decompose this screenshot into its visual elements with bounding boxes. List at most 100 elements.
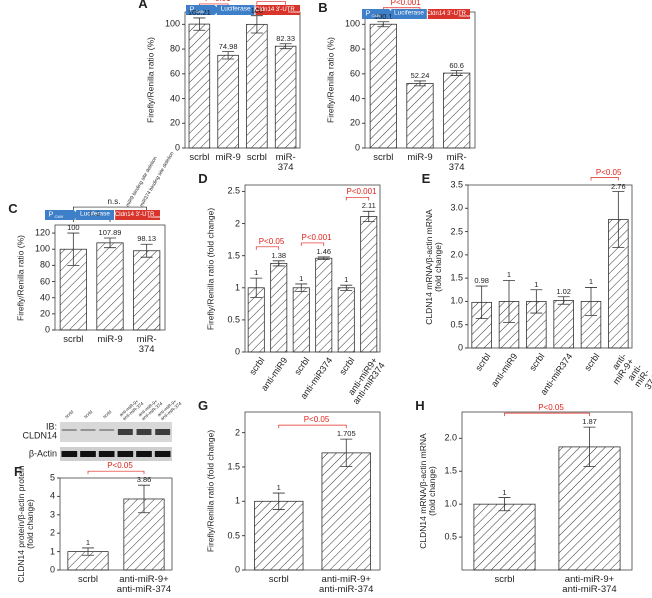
blot-cldn14: [60, 422, 172, 442]
panel-letter: H: [415, 398, 425, 414]
gene-label: Luciferase: [393, 9, 424, 17]
band: [136, 451, 152, 457]
error-bar: [193, 17, 206, 31]
y-tick-label: 1.5: [227, 461, 240, 472]
value-label: 1: [254, 268, 259, 278]
y-tick-label: 2: [234, 217, 240, 228]
error-bar: [279, 43, 292, 50]
bar: [96, 242, 124, 331]
promoter-arrow: [186, 5, 220, 15]
bar: [443, 72, 471, 149]
panel-letter: E: [421, 171, 431, 187]
value-label: 1.02: [556, 286, 571, 296]
significance-label: P<0.05: [258, 236, 285, 246]
x-tick-label: scrbl: [373, 152, 394, 163]
significance-label: P<0.05: [107, 460, 133, 470]
y-tick-label: 40: [349, 92, 360, 103]
error-bar: [530, 289, 543, 314]
luciferase-box: [216, 5, 255, 15]
utr-sub: mouse: [458, 12, 471, 18]
x-tick-label: miR-9: [407, 152, 433, 163]
value-label: 1: [506, 270, 512, 280]
y-tick-label: 60: [169, 68, 180, 79]
y-tick-label: 2.0: [444, 432, 457, 443]
bar: [133, 250, 161, 331]
plot-frame: [244, 411, 381, 571]
bar: [406, 83, 434, 149]
y-axis-label: Firefly/Renilla ratio (%): [15, 234, 26, 321]
bar: [558, 446, 621, 571]
y-tick-label: 20: [349, 117, 360, 128]
bar: [553, 300, 574, 349]
error-bar: [498, 497, 511, 512]
value-label: 1: [502, 487, 507, 497]
value-label: 1: [588, 277, 594, 287]
utr-box: [255, 5, 300, 15]
value-label: 2.76: [611, 181, 626, 191]
x-tick-label: anti-miR-9+ anti-miR-374: [116, 574, 172, 595]
y-tick-label: 0: [234, 564, 240, 575]
x-tick-label: scrbl: [494, 574, 515, 585]
x-tick-label: anti-miR-9+ anti-miR-374: [319, 574, 374, 595]
luciferase-box: [391, 9, 427, 19]
error-bar: [557, 296, 570, 305]
value-label: 107.89: [98, 228, 122, 238]
significance-label: P<0.01: [205, 0, 231, 3]
value-label: 1: [85, 537, 91, 547]
y-tick-label: 2.0: [450, 249, 463, 260]
bar: [315, 257, 333, 353]
utr-label: Cldn14 3'-UTR: [426, 10, 466, 17]
value-label: 1: [344, 275, 349, 285]
error-bar: [272, 492, 285, 510]
value-label: 3.86: [136, 475, 152, 485]
x-tick-label: miR- 374: [446, 152, 467, 173]
significance-bracket: [87, 470, 145, 475]
y-tick-label: 60: [39, 275, 50, 286]
significance-bracket: [504, 412, 590, 417]
significance-label: P<0.001: [301, 232, 332, 242]
x-tick-label: miR- 374: [136, 334, 157, 355]
value-label: 1: [534, 279, 539, 289]
error-bar: [138, 484, 150, 514]
significance-label: P<0.05: [303, 414, 330, 424]
x-tick-label: scrbl: [63, 334, 84, 345]
error-bar: [295, 283, 308, 293]
y-tick-label: 0: [234, 346, 240, 357]
value-label: 100: [250, 5, 264, 15]
y-tick-label: 0: [49, 564, 55, 575]
value-label: 100.1: [373, 11, 393, 21]
y-tick-label: 3.5: [450, 179, 463, 190]
significance-label: P<0.05: [595, 167, 622, 177]
plot-frame: [59, 477, 173, 571]
value-label: 82.33: [276, 33, 296, 43]
panel-letter: A: [138, 0, 148, 12]
significance-bracket: [72, 206, 148, 211]
error-bar: [340, 438, 353, 468]
y-axis-label: CLDN14 mRNA/β-actin mRNA (fold change): [424, 208, 443, 325]
significance-bracket: [255, 246, 280, 250]
x-tick-label: scrbl: [77, 574, 99, 585]
value-label: 1.38: [271, 250, 287, 260]
y-tick-label: 0: [457, 342, 463, 353]
band: [154, 451, 171, 457]
bar: [188, 23, 211, 149]
error-bar: [140, 243, 153, 258]
x-tick-label: miR-9: [215, 152, 241, 163]
band: [80, 451, 96, 457]
plot-frame: [244, 184, 381, 353]
y-tick-label: 1.0: [444, 498, 457, 509]
blot-actin: [60, 447, 172, 461]
band: [98, 451, 115, 457]
promoter-sub: CMV: [54, 213, 64, 219]
value-label: 1: [276, 483, 281, 493]
y-tick-label: 5: [49, 472, 55, 483]
y-axis-label: CLDN14 protein/β-actin protein (fold cha…: [16, 465, 35, 583]
y-tick-label: 1: [234, 495, 240, 506]
bar: [473, 503, 536, 571]
utr-label: Cldn14 3'-UTR: [114, 211, 155, 218]
y-tick-label: 4: [49, 490, 55, 501]
y-tick-label: 1: [234, 282, 240, 293]
y-tick-label: 3.0: [450, 202, 463, 213]
significance-bracket: [300, 242, 325, 246]
